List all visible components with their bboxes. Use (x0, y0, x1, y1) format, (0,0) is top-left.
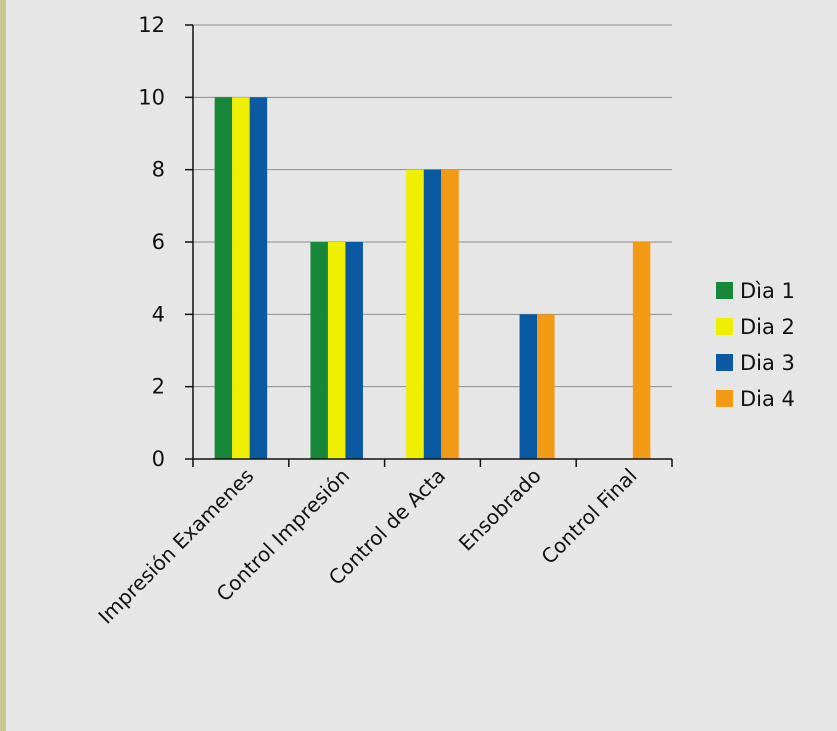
bar-dia-3-3 (519, 314, 538, 459)
gridlines (193, 24, 672, 388)
legend-label: Dia 3 (740, 351, 795, 375)
legend-label: Dia 4 (740, 387, 795, 411)
legend: Dìa 1 Dia 2 Dia 3 Dia 4 (716, 279, 795, 411)
y-tick-labels: 0 2 4 6 8 10 12 (138, 13, 165, 471)
bar-d-a-1-1 (310, 242, 328, 459)
legend-swatch (716, 318, 733, 335)
bar-dia-3-1 (345, 242, 363, 459)
x-category-label: Ensobrado (454, 464, 546, 556)
y-tick-label: 6 (152, 230, 165, 254)
bar-dia-2-2 (406, 169, 424, 459)
legend-label: Dìa 1 (740, 279, 795, 303)
y-tick-label: 12 (138, 13, 165, 37)
bars (214, 97, 651, 459)
legend-swatch (716, 282, 733, 299)
bar-dia-3-0 (249, 97, 268, 459)
bar-dia-3-2 (423, 169, 442, 459)
legend-label: Dia 2 (740, 315, 795, 339)
bar-dia-2-1 (327, 242, 346, 459)
bar-dia-4-2 (441, 169, 459, 459)
bar-dia-4-4 (632, 242, 651, 459)
legend-swatch (716, 390, 733, 407)
y-tick-label: 8 (152, 158, 165, 182)
bar-dia-2-0 (232, 97, 250, 459)
x-category-label: Impresión Examenes (93, 464, 258, 629)
y-tick-label: 4 (152, 302, 165, 326)
y-tick-label: 10 (138, 85, 165, 109)
left-border-strip (0, 0, 6, 731)
axes (185, 24, 673, 467)
x-category-label: Control Final (536, 464, 641, 569)
bar-dia-4-3 (537, 314, 555, 459)
y-tick-label: 0 (152, 447, 165, 471)
legend-swatch (716, 354, 733, 371)
y-tick-label: 2 (152, 375, 165, 399)
bar-d-a-1-0 (214, 97, 233, 459)
